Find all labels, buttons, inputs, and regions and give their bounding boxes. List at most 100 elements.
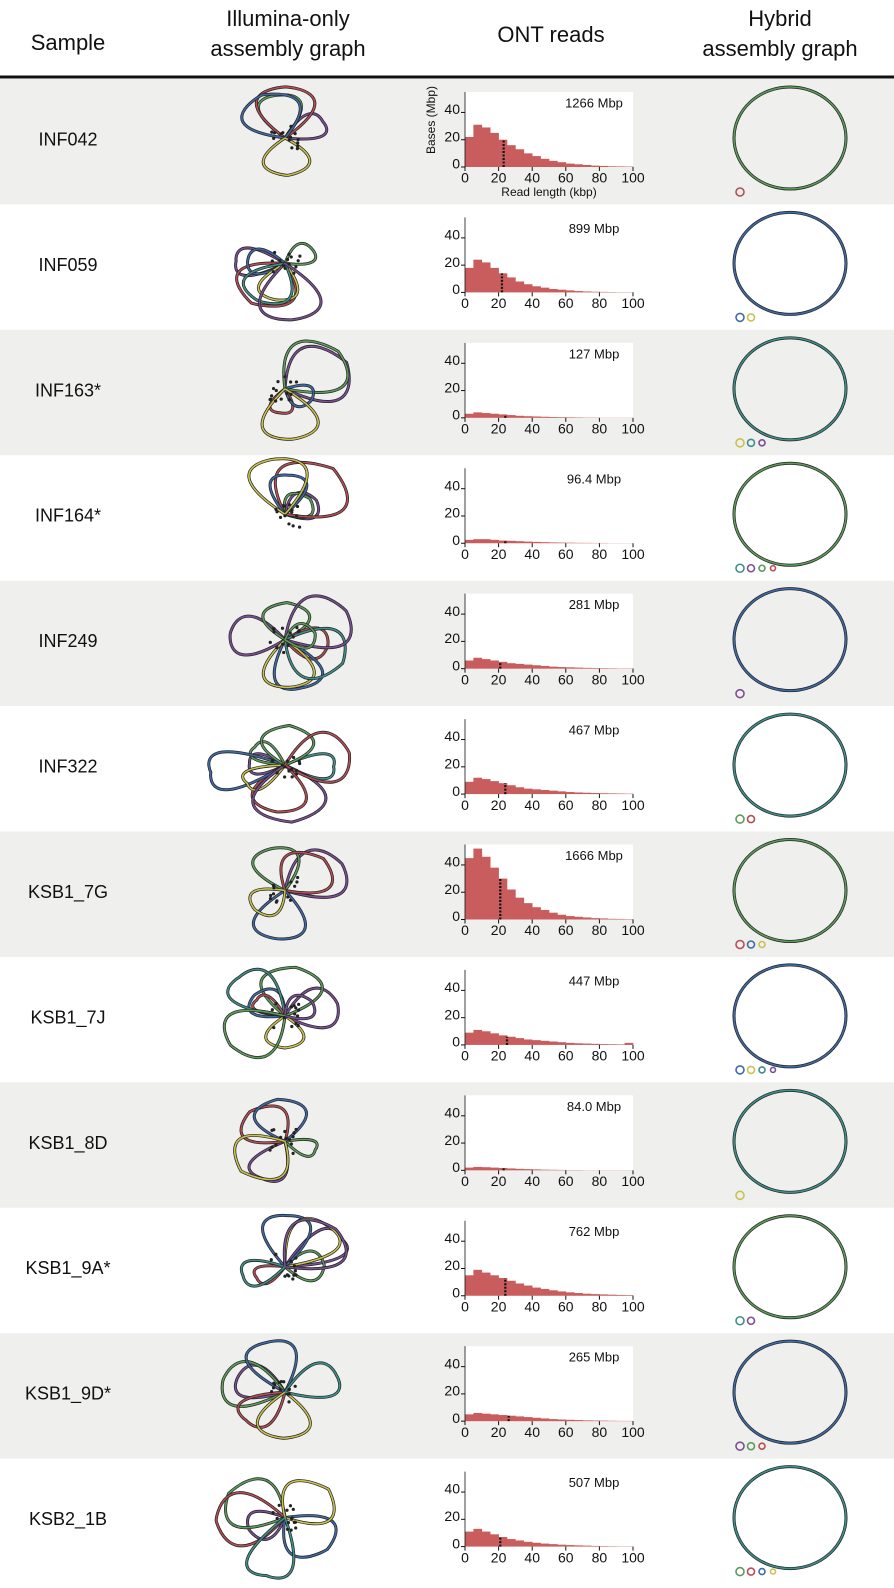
x-tick-label: 100 xyxy=(621,170,645,186)
histogram-bar xyxy=(566,164,575,167)
graph-node xyxy=(297,1024,300,1027)
histogram-bar xyxy=(499,879,508,920)
histogram-bar xyxy=(490,133,499,167)
total-bases: 84.0 Mbp xyxy=(567,1099,621,1114)
x-tick-label: 80 xyxy=(592,546,608,562)
y-tick-label: 40 xyxy=(444,477,460,493)
histogram-bar xyxy=(473,778,482,794)
histogram-bar xyxy=(490,1534,499,1546)
x-tick-label: 80 xyxy=(592,797,608,813)
graph-node xyxy=(291,1135,294,1138)
graph-node xyxy=(293,1264,296,1267)
y-tick-label: 0 xyxy=(452,407,460,423)
graph-node xyxy=(292,272,295,275)
graph-node xyxy=(294,1385,297,1388)
histogram-bar xyxy=(549,1544,558,1546)
histogram-bar xyxy=(599,166,608,167)
sample-name: INF163* xyxy=(35,380,101,400)
histogram-bar xyxy=(524,1169,533,1170)
graph-node xyxy=(296,1014,299,1017)
x-tick-label: 60 xyxy=(558,421,574,437)
histogram-bar xyxy=(566,792,575,794)
x-tick-label: 80 xyxy=(592,1048,608,1064)
histogram-bar xyxy=(574,1293,583,1296)
histogram-bar xyxy=(591,1294,600,1296)
figure: Sample Illumina-only assembly graph ONT … xyxy=(0,0,894,1583)
x-tick-label: 100 xyxy=(621,797,645,813)
histogram-bar xyxy=(473,658,482,669)
graph-node xyxy=(288,503,291,506)
histogram-bar xyxy=(473,1529,482,1547)
graph-node xyxy=(275,389,278,392)
graph-node xyxy=(290,1261,293,1264)
graph-node xyxy=(276,1517,279,1520)
graph-node xyxy=(274,508,277,511)
y-tick-label: 0 xyxy=(452,1535,460,1551)
histogram-bar xyxy=(482,1273,491,1296)
graph-node xyxy=(273,131,276,134)
graph-node xyxy=(269,641,272,644)
y-tick-label: 40 xyxy=(444,1355,460,1371)
y-tick-label: 40 xyxy=(444,1230,460,1246)
histogram-bar xyxy=(608,166,617,167)
graph-node xyxy=(272,885,275,888)
histogram-bar xyxy=(566,417,575,418)
graph-node xyxy=(282,504,285,507)
graph-node xyxy=(295,772,298,775)
graph-node xyxy=(282,264,285,267)
graph-node xyxy=(289,125,292,128)
histogram-bar xyxy=(515,149,524,167)
histogram-bar xyxy=(574,668,583,669)
graph-node xyxy=(287,1392,290,1395)
histogram-bar xyxy=(583,165,592,167)
y-tick-label: 0 xyxy=(452,156,460,172)
histogram-bar xyxy=(549,913,558,920)
histogram-bar xyxy=(465,858,474,919)
graph-node xyxy=(286,760,289,763)
x-tick-label: 80 xyxy=(592,421,608,437)
graph-node xyxy=(289,136,292,139)
histogram-bar xyxy=(608,919,617,920)
graph-node xyxy=(274,399,277,402)
graph-node xyxy=(285,1137,288,1140)
graph-node xyxy=(289,631,292,634)
histogram-bar xyxy=(524,903,533,919)
histogram-bar xyxy=(507,1281,516,1296)
x-tick-label: 60 xyxy=(558,1298,574,1314)
x-tick-label: 0 xyxy=(461,546,469,562)
graph-node xyxy=(296,876,299,879)
x-tick-label: 0 xyxy=(461,671,469,687)
graph-node xyxy=(290,146,293,149)
histogram-bar xyxy=(532,1169,541,1170)
histogram-bar xyxy=(515,787,524,794)
histogram-bar xyxy=(574,291,583,292)
histogram-bar xyxy=(473,1167,482,1170)
y-tick-label: 0 xyxy=(452,1034,460,1050)
graph-node xyxy=(294,1128,297,1131)
histogram-bar xyxy=(599,292,608,293)
y-tick-label: 20 xyxy=(444,1383,460,1399)
graph-node xyxy=(297,1009,300,1012)
histogram-bar xyxy=(541,790,550,794)
histogram-bar xyxy=(591,668,600,669)
total-bases: 265 Mbp xyxy=(569,1350,620,1365)
graph-node xyxy=(271,759,274,762)
graph-node xyxy=(269,897,272,900)
graph-node xyxy=(289,380,292,383)
y-tick-label: 20 xyxy=(444,505,460,521)
graph-node xyxy=(287,262,290,265)
histogram-bar xyxy=(490,1168,499,1171)
x-tick-label: 40 xyxy=(524,671,540,687)
graph-node xyxy=(288,138,291,141)
histogram-bar xyxy=(482,127,491,167)
graph-node xyxy=(287,1400,290,1403)
graph-node xyxy=(271,259,274,262)
histogram-bar xyxy=(625,1295,634,1296)
graph-node xyxy=(291,775,294,778)
x-tick-label: 100 xyxy=(621,1048,645,1064)
histogram-bar xyxy=(541,1418,550,1421)
graph-node xyxy=(290,768,293,771)
graph-node xyxy=(297,259,300,262)
histogram-bar xyxy=(465,1168,474,1171)
histogram-bar xyxy=(532,789,541,794)
